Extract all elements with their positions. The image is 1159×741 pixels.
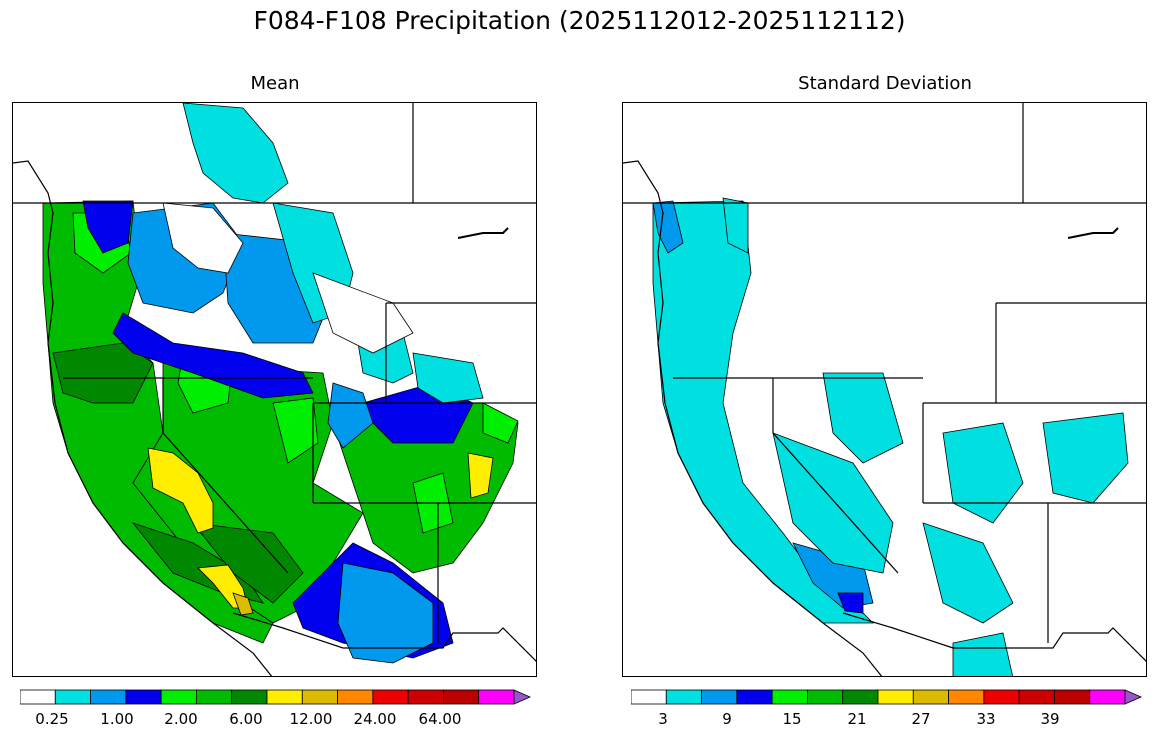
region-darkyellow-1: [232, 592, 254, 616]
figure-title: F084-F108 Precipitation (2025112012-2025…: [253, 6, 906, 35]
mean-tick-label: 64.00: [418, 710, 462, 728]
stddev-map: [622, 102, 1147, 677]
stddev-map-canvas: [623, 103, 1146, 676]
colorbar-swatch: [301, 689, 338, 705]
mean-tick-label: 6.00: [229, 710, 263, 728]
region-blue-northwest: [82, 200, 134, 254]
colorbar-swatch: [407, 689, 444, 705]
region-bright-green-3: [272, 397, 319, 464]
colorbar-swatch: [842, 689, 879, 705]
colorbar-swatch: [877, 689, 914, 705]
colorbar-swatch: [231, 689, 268, 705]
colorbar-swatch: [1054, 689, 1091, 705]
region-cyan-east-2: [1042, 412, 1129, 504]
puget-sound: [457, 227, 509, 239]
region-white-1: [162, 202, 244, 274]
colorbar-swatch: [20, 689, 56, 705]
colorbar-swatch: [701, 689, 738, 705]
region-bright-green-5: [482, 402, 519, 444]
border-mexico: [232, 612, 536, 662]
stddev-tick-label: 15: [782, 710, 802, 728]
colorbar-swatch: [478, 689, 515, 705]
coastline: [623, 160, 883, 676]
stddev-tick-label: 39: [1040, 710, 1060, 728]
colorbar-swatch: [196, 689, 233, 705]
region-blue-south: [837, 592, 864, 614]
stddev-colorbar-swatches: [631, 689, 1142, 705]
colorbar-swatch: [948, 689, 985, 705]
colorbar-swatch: [1018, 689, 1055, 705]
boundary-line-9: [162, 378, 289, 574]
region-cyan-north-strip: [722, 197, 749, 254]
region-dark-green-3: [192, 522, 304, 604]
region-medblue-coast: [652, 200, 684, 254]
stddev-colorbar: [631, 689, 1143, 705]
stddev-tick-label: 33: [976, 710, 996, 728]
region-coastal-cyan: [652, 200, 874, 624]
stddev-tick-label: 3: [658, 710, 668, 728]
mean-tick-label: 1.00: [100, 710, 134, 728]
mean-map-canvas: [13, 103, 536, 676]
region-cyan-interior-1: [822, 372, 904, 464]
mean-tick-label: 0.25: [35, 710, 69, 728]
stddev-tick-label: 9: [722, 710, 732, 728]
region-cyan-interior-2: [772, 432, 894, 574]
colorbar-swatch: [983, 689, 1020, 705]
stddev-tick-label: 27: [911, 710, 931, 728]
colorbar-swatch: [125, 689, 162, 705]
region-cyan-north: [182, 103, 289, 204]
colorbar-swatch: [1124, 689, 1142, 705]
colorbar-swatch: [912, 689, 949, 705]
region-cyan-east-1: [942, 422, 1024, 524]
mean-colorbar-swatches: [20, 689, 531, 705]
coastline: [13, 160, 273, 676]
colorbar-swatch: [54, 689, 91, 705]
colorbar-swatch: [736, 689, 773, 705]
region-cyan-southeast: [922, 522, 1014, 624]
region-yellow-1: [147, 447, 214, 534]
stddev-panel-title: Standard Deviation: [798, 73, 972, 94]
mean-tick-label: 24.00: [353, 710, 397, 728]
region-white-2: [312, 272, 414, 354]
colorbar-swatch: [665, 689, 702, 705]
colorbar-swatch: [266, 689, 303, 705]
border-mexico: [842, 612, 1146, 662]
mean-tick-label: 12.00: [289, 710, 333, 728]
region-medblue-3: [327, 382, 374, 449]
colorbar-swatch: [807, 689, 844, 705]
colorbar-swatch: [337, 689, 374, 705]
mean-panel-title: Mean: [250, 73, 300, 94]
region-cyan-south: [952, 632, 1013, 676]
region-cyan-4: [412, 352, 484, 404]
colorbar-swatch: [631, 689, 667, 705]
colorbar-swatch: [90, 689, 127, 705]
boundary-line-9: [772, 378, 899, 574]
colorbar-swatch: [160, 689, 197, 705]
puget-sound: [1067, 227, 1119, 239]
mean-colorbar: [20, 689, 532, 705]
colorbar-swatch: [443, 689, 480, 705]
colorbar-swatch: [771, 689, 808, 705]
mean-tick-label: 2.00: [164, 710, 198, 728]
region-blue-central: [112, 312, 314, 399]
region-yellow-2: [467, 452, 494, 499]
colorbar-swatch: [513, 689, 531, 705]
mean-map: [12, 102, 537, 677]
colorbar-swatch: [1089, 689, 1126, 705]
region-medblue-4: [337, 562, 434, 664]
stddev-tick-label: 21: [847, 710, 867, 728]
colorbar-swatch: [372, 689, 409, 705]
